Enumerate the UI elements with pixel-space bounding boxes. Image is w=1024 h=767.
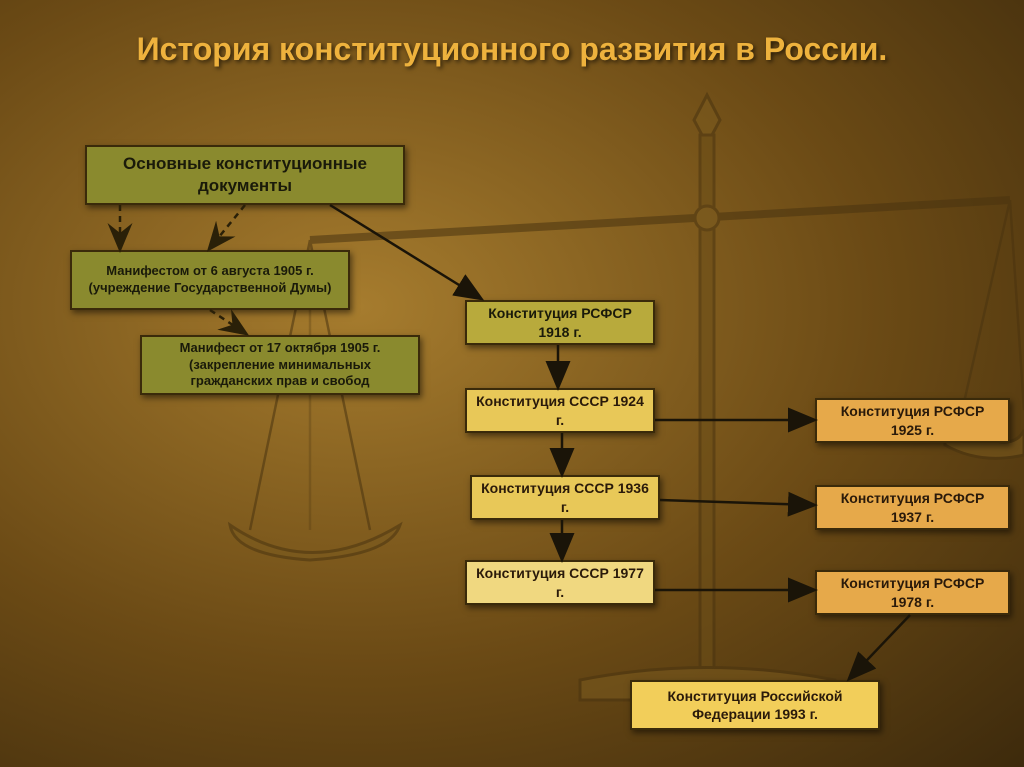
box-c1936: Конституция СССР 1936 г. xyxy=(470,475,660,520)
box-r1937: Конституция РСФСР 1937 г. xyxy=(815,485,1010,530)
box-c1924: Конституция СССР 1924 г. xyxy=(465,388,655,433)
box-man1: Манифестом от 6 августа 1905 г. (учрежде… xyxy=(70,250,350,310)
arrow-2 xyxy=(210,310,245,333)
box-man2: Манифест от 17 октября 1905 г. (закрепле… xyxy=(140,335,420,395)
arrow-10 xyxy=(850,615,910,678)
box-c1993: Конституция Российской Федерации 1993 г. xyxy=(630,680,880,730)
arrow-0 xyxy=(210,205,245,248)
box-r1978: Конституция РСФСР 1978 г. xyxy=(815,570,1010,615)
box-r1925: Конституция РСФСР 1925 г. xyxy=(815,398,1010,443)
box-c1918: Конституция РСФСР 1918 г. xyxy=(465,300,655,345)
slide-title: История конституционного развития в Росс… xyxy=(0,0,1024,68)
box-main: Основные конституционные документы xyxy=(85,145,405,205)
arrow-3 xyxy=(330,205,480,298)
arrow-8 xyxy=(660,500,813,505)
box-c1977: Конституция СССР 1977 г. xyxy=(465,560,655,605)
